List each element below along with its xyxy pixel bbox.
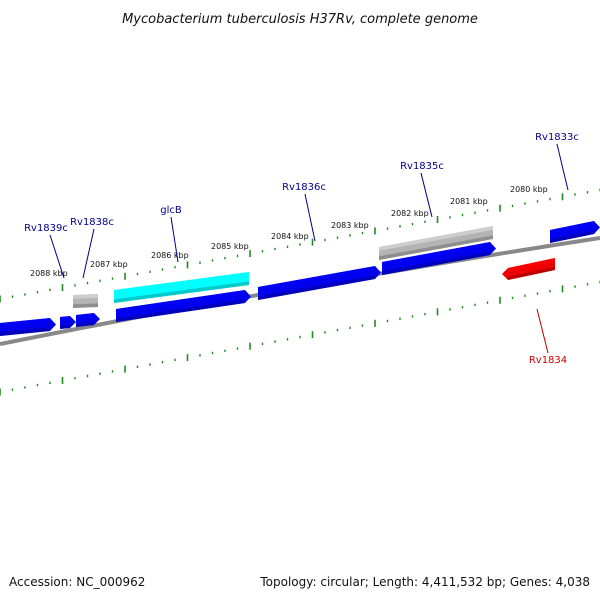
gene-highlight [0,318,50,327]
kbp-label: 2081 kbp [450,197,488,206]
gene-highlight [114,272,249,294]
gene-feature [502,258,555,280]
gene-shade [508,266,555,280]
gene-highlight [258,266,375,291]
gene-shade [73,303,98,308]
gene-feature [550,221,600,243]
label-leader [420,172,433,218]
gene-shade [116,299,245,322]
gene-highlight [73,294,98,299]
gene-highlight [550,221,594,234]
gene-feature [382,242,496,275]
gene-feature [116,290,251,322]
gene-feature [379,226,493,260]
kbp-label: 2084 kbp [271,232,309,241]
gene-features [0,221,600,336]
kbp-label: 2085 kbp [211,242,249,251]
kbp-labels: 2088 kbp 2087 kbp 2086 kbp 2085 kbp 2084 kbp… [30,185,548,278]
label-leader [170,216,179,263]
gene-highlight [379,226,493,251]
label-leader [49,234,65,279]
gene-shade [382,251,490,275]
gene-label: Rv1833c [535,132,579,143]
gene-shade [550,230,594,243]
upper-tick-ruler [0,188,600,303]
map-title: Mycobacterium tuberculosis H37Rv, comple… [122,12,478,27]
gene-highlight [116,290,245,313]
kbp-label: 2086 kbp [151,251,189,260]
gene-label: Rv1839c [24,223,68,234]
gene-feature [114,272,249,303]
gene-highlight [382,242,490,266]
gene-label: Rv1836c [282,182,326,193]
gene-feature [258,266,381,300]
gene-label: glcB [160,205,182,216]
gene-shade [60,324,70,329]
gene-label: Rv1834 [529,355,567,366]
gene-feature [60,316,76,329]
gene-shade [76,321,94,327]
gene-shade [0,327,50,336]
genome-summary-text: Topology: circular; Length: 4,411,532 bp… [259,575,590,589]
gene-label: Rv1838c [70,217,114,228]
kbp-label: 2088 kbp [30,269,68,278]
gene-shade [114,281,249,303]
gene-highlight [60,316,70,321]
gene-feature [0,318,56,336]
kbp-label: 2080 kbp [510,185,548,194]
gene-feature [73,294,98,308]
lower-tick-ruler [0,280,600,396]
label-leader [556,143,569,191]
kbp-label: 2087 kbp [90,260,128,269]
kbp-label: 2082 kbp [391,209,429,218]
gene-label: Rv1835c [400,161,444,172]
label-leader [82,228,95,279]
label-leader [304,193,316,242]
gene-highlight [508,258,555,272]
gene-shade [379,235,493,260]
gene-highlight [76,313,94,319]
gene-shade [258,275,375,300]
gene-feature [76,313,100,327]
label-leaders [49,143,569,354]
kbp-label: 2083 kbp [331,221,369,230]
label-leader [536,308,549,354]
accession-text: Accession: NC_000962 [9,575,145,589]
